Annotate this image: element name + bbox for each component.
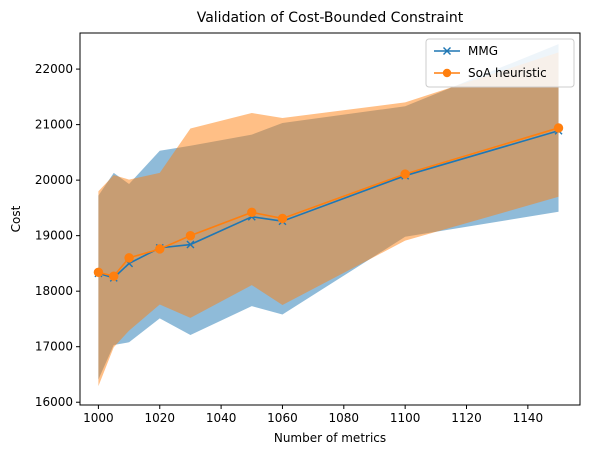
legend-label: SoA heuristic [468,66,547,80]
legend-marker [443,47,451,55]
y-tick-label: 16000 [35,395,73,409]
soa-heuristic-point [109,271,119,281]
y-tick-label: 18000 [35,284,73,298]
soa-heuristic-point [400,169,410,179]
bands-layer [98,44,559,387]
x-tick-label: 1080 [329,411,360,425]
legend-entries: MMG SoA heuristic [434,44,547,80]
x-tick-label: 1100 [390,411,421,425]
soa-heuristic-point [277,213,288,224]
x-tick-label: 1000 [83,411,114,425]
y-tick-label: 22000 [35,62,73,76]
soa-heuristic-point [124,253,134,263]
soa-heuristic-point [155,244,165,254]
y-ticks: 16000 17000 18000 19000 20000 21000 22000 [35,62,80,409]
x-tick-label: 1120 [451,411,482,425]
markers-layer [93,123,564,282]
soa-heuristic-point [93,267,104,278]
chart-title: Validation of Cost-Bounded Constraint [197,10,464,26]
legend-item-soa-heuristic: SoA heuristic [434,66,547,80]
soa-heuristic-point [247,207,257,218]
mmg-point [186,240,195,249]
y-axis-label: Cost [9,205,23,232]
x-tick-label: 1140 [513,411,544,425]
soa-heuristic-point [185,230,196,241]
y-tick-label: 19000 [35,229,73,243]
x-ticks: 1000 1020 1040 1060 1080 1100 1120 1140 [83,405,543,425]
y-tick-label: 20000 [35,173,73,187]
plot-frame [79,32,581,406]
legend-box [425,38,575,88]
legend-item-mmg: MMG [434,44,498,58]
y-tick-label: 17000 [35,340,73,354]
legend: MMG SoA heuristic [425,38,575,88]
legend-label: MMG [468,44,498,58]
x-tick-label: 1060 [267,411,298,425]
x-tick-label: 1040 [206,411,237,425]
x-axis-label: Number of metrics [274,431,386,445]
soa-heuristic-band [98,52,559,387]
x-tick-label: 1020 [144,411,175,425]
y-tick-label: 21000 [35,118,73,132]
legend-marker [442,68,452,78]
soa-heuristic-point [553,123,564,133]
